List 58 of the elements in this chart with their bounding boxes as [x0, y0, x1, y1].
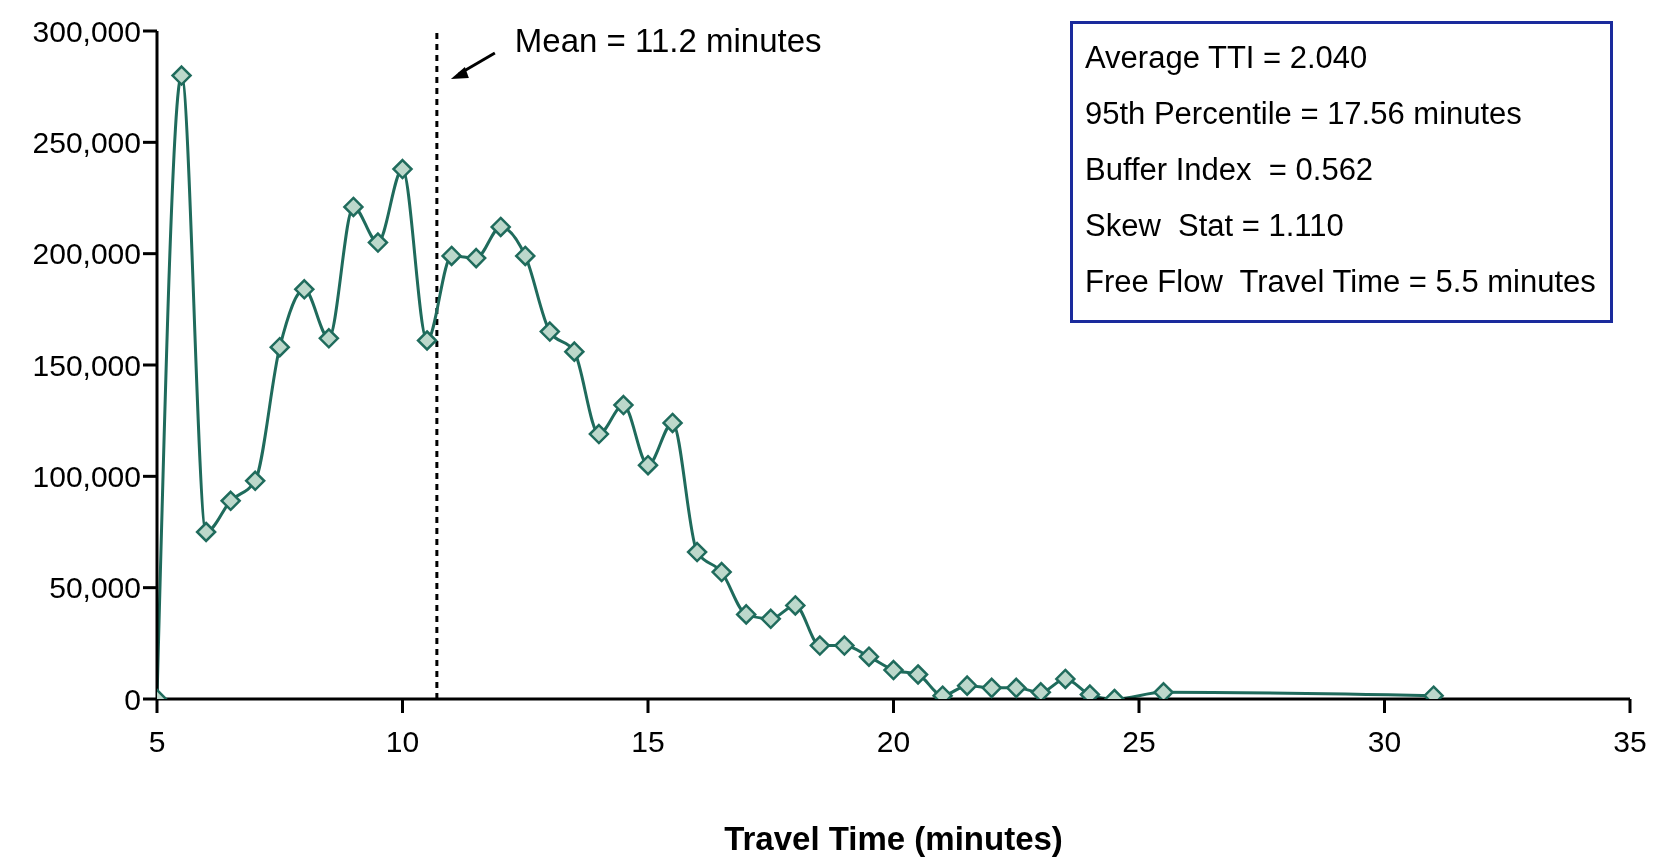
x-tick-label: 20	[876, 725, 911, 759]
point	[416, 330, 438, 351]
point	[883, 659, 904, 681]
y-tick-label: 0	[124, 682, 141, 716]
annotation: Buffer Index = 0.562	[1085, 151, 1375, 189]
point	[539, 321, 561, 342]
x-tick-label: 30	[1367, 725, 1402, 759]
point	[1030, 682, 1052, 699]
x-tick-label: 10	[385, 725, 420, 759]
point	[294, 279, 315, 300]
point	[490, 216, 511, 238]
point	[637, 454, 659, 476]
point	[785, 595, 806, 616]
point	[613, 394, 634, 416]
y-tick-label: 250,000	[32, 125, 141, 159]
annotation: Mean = 11.2 minutes	[514, 22, 822, 59]
y-tick-label: 150,000	[32, 348, 141, 382]
annotation: 95th Percentile = 17.56 minutes	[1085, 95, 1523, 133]
point	[515, 245, 536, 267]
point	[834, 635, 855, 656]
point	[956, 675, 978, 696]
point	[662, 412, 683, 434]
point	[1055, 668, 1076, 690]
point	[244, 470, 266, 492]
point	[686, 541, 708, 563]
point	[907, 664, 929, 685]
x-tick-label: 15	[631, 725, 665, 759]
point	[760, 608, 781, 630]
point	[465, 247, 487, 269]
annotation: Free Flow Travel Time = 5.5 minutes	[1085, 263, 1597, 301]
x-axis-title: Travel Time (minutes)	[724, 820, 1063, 857]
y-tick-label: 100,000	[32, 459, 141, 493]
point	[588, 423, 610, 445]
point	[735, 604, 757, 625]
point	[441, 245, 462, 267]
point	[171, 65, 192, 86]
x-tick-label: 35	[1613, 725, 1647, 759]
y-tick-label: 300,000	[32, 14, 141, 48]
point	[343, 196, 364, 218]
point	[809, 635, 831, 656]
point	[318, 328, 340, 349]
point	[564, 341, 585, 362]
y-tick-label: 50,000	[49, 571, 141, 605]
point	[392, 158, 413, 180]
y-tick-label: 200,000	[32, 237, 141, 271]
point	[711, 561, 732, 583]
x-tick-label: 5	[148, 725, 166, 759]
point	[269, 336, 290, 358]
annotation: Skew Stat = 1.110	[1085, 207, 1345, 245]
point	[367, 232, 389, 253]
point	[220, 490, 241, 512]
point	[981, 677, 1002, 699]
point	[858, 646, 880, 667]
point	[195, 521, 217, 543]
point	[1006, 677, 1027, 699]
annotation: Average TTI = 2.040	[1085, 39, 1369, 77]
x-tick-label: 25	[1122, 725, 1156, 759]
point	[1153, 682, 1174, 699]
